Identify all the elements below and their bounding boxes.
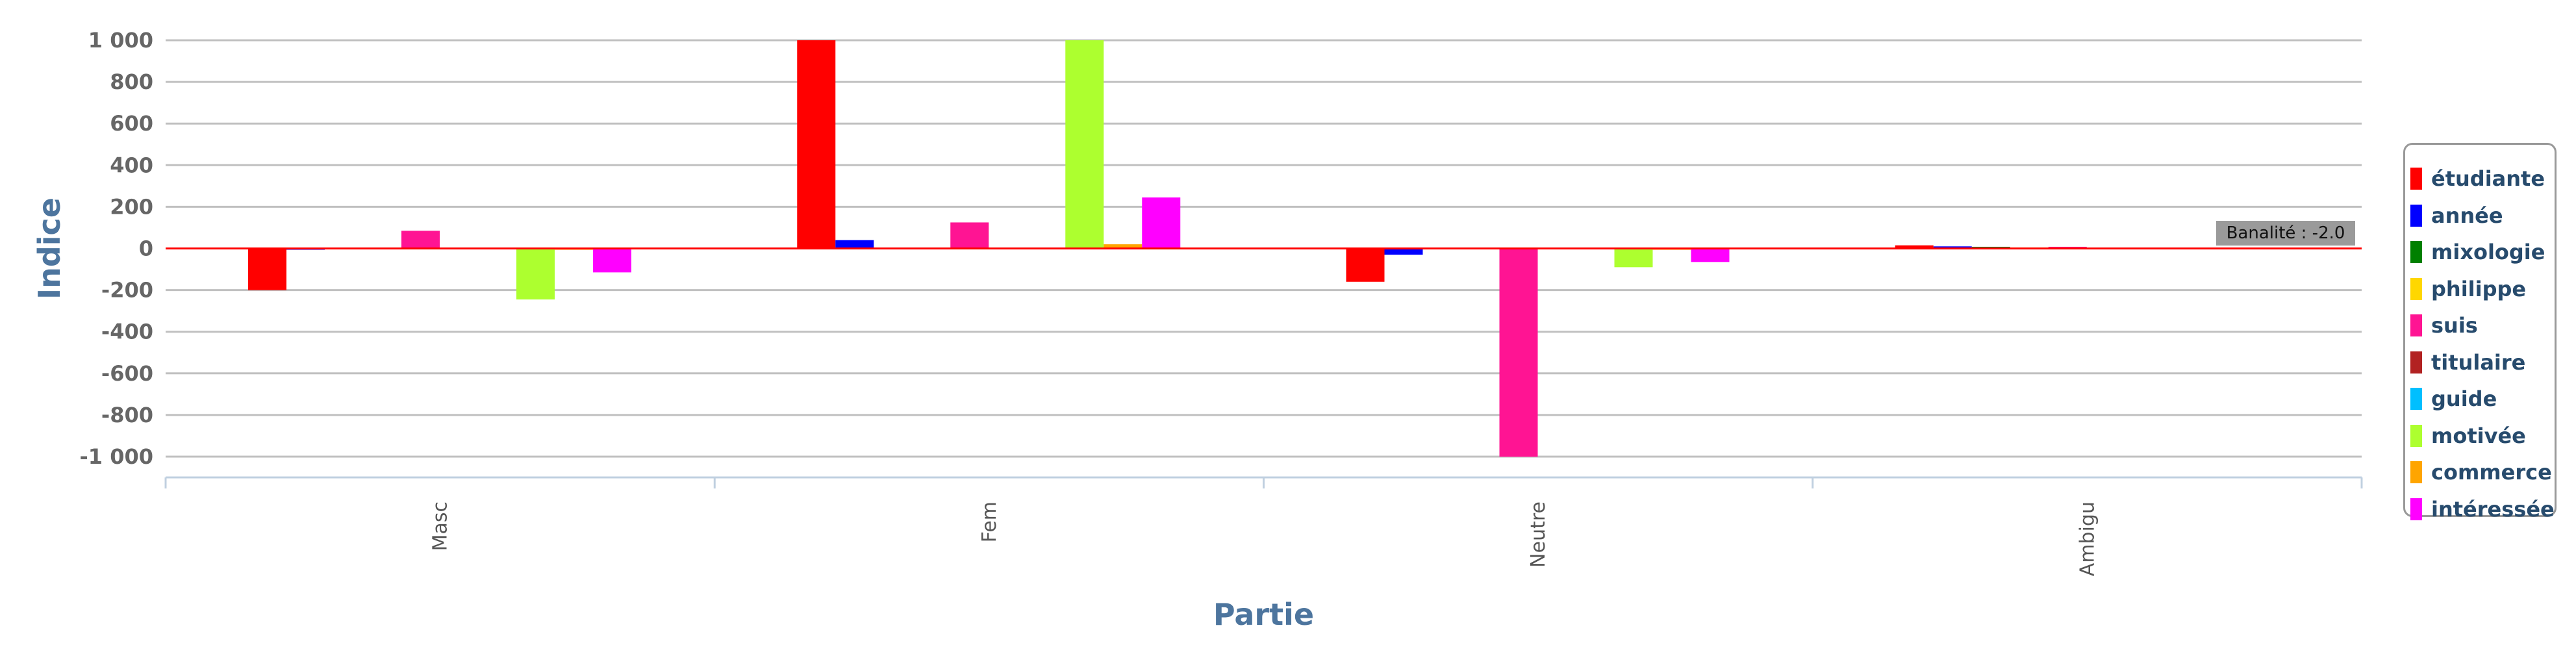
legend-swatch — [2410, 241, 2422, 263]
bar[interactable] — [1895, 245, 1934, 249]
legend-label: philippe — [2431, 276, 2527, 301]
legend-label: titulaire — [2431, 349, 2526, 375]
y-tick-label: 400 — [110, 153, 153, 177]
x-tick-label: Ambigu — [2076, 501, 2099, 576]
bar[interactable] — [401, 231, 440, 249]
x-axis: Masc Fem Neutre Ambigu — [164, 476, 2363, 576]
x-tick-label: Masc — [429, 501, 452, 551]
y-axis-title: Indice — [32, 197, 67, 299]
y-tick-label: 1 000 — [88, 28, 153, 53]
legend: étudiante année mixologie philippe suis titul… — [2403, 143, 2557, 522]
bar[interactable] — [1142, 197, 1181, 249]
bar[interactable] — [1499, 248, 1538, 457]
y-tick-label: -600 — [101, 361, 153, 386]
bar[interactable] — [248, 248, 286, 290]
bar[interactable] — [1346, 248, 1385, 282]
legend-label: commerce — [2431, 460, 2552, 485]
legend-swatch — [2410, 168, 2422, 190]
legend-swatch — [2410, 498, 2422, 520]
legend-item[interactable]: titulaire — [2410, 349, 2525, 375]
bar[interactable] — [1384, 248, 1423, 255]
y-tick-label: -200 — [101, 278, 153, 303]
legend-label: motivée — [2431, 423, 2526, 448]
legend-label: année — [2431, 203, 2503, 228]
legend-swatch — [2410, 204, 2422, 227]
legend-item[interactable]: suis — [2410, 312, 2478, 338]
bar[interactable] — [1614, 248, 1653, 268]
bar[interactable] — [1933, 246, 1972, 249]
y-tick-label: 800 — [110, 70, 153, 94]
bars — [248, 40, 2279, 457]
legend-swatch — [2410, 351, 2422, 373]
x-axis-title: Partie — [1213, 597, 1314, 632]
legend-swatch — [2410, 314, 2422, 336]
bar[interactable] — [516, 248, 555, 300]
legend-swatch — [2410, 424, 2422, 447]
legend-item[interactable]: philippe — [2410, 276, 2526, 302]
legend-item[interactable]: étudiante — [2410, 166, 2545, 192]
bar[interactable] — [797, 40, 836, 249]
y-tick-label: 0 — [139, 236, 153, 261]
x-tick-label: Fem — [978, 501, 1001, 542]
legend-item[interactable]: commerce — [2410, 459, 2552, 485]
legend-label: mixologie — [2431, 240, 2545, 264]
legend-label: suis — [2431, 313, 2478, 338]
bar[interactable] — [1065, 40, 1104, 249]
legend-label: intéressée — [2431, 496, 2555, 522]
legend-label: guide — [2431, 386, 2497, 411]
bar[interactable] — [1104, 244, 1143, 249]
bar[interactable] — [1691, 248, 1730, 262]
y-tick-label: -400 — [101, 320, 153, 344]
x-tick-label: Neutre — [1527, 501, 1550, 568]
legend-swatch — [2410, 388, 2422, 410]
legend-item[interactable]: année — [2410, 203, 2503, 229]
y-axis-ticks: 1 000 800 600 400 200 0 -200 -400 -600 -800 -1 000 — [80, 28, 153, 469]
legend-item[interactable]: motivée — [2410, 423, 2526, 449]
legend-item[interactable]: guide — [2410, 386, 2497, 412]
legend-item[interactable]: mixologie — [2410, 239, 2545, 265]
y-tick-label: -1 000 — [80, 444, 153, 469]
legend-item[interactable]: intéressée — [2410, 496, 2555, 522]
legend-label: étudiante — [2431, 166, 2545, 191]
legend-swatch — [2410, 277, 2422, 300]
y-tick-label: 200 — [110, 194, 153, 219]
legend-swatch — [2410, 461, 2422, 483]
bar[interactable] — [950, 222, 989, 249]
bar[interactable] — [835, 240, 874, 249]
y-tick-label: -800 — [101, 403, 153, 427]
tooltip: Banalité : -2.0 — [2216, 221, 2355, 246]
y-tick-label: 600 — [110, 111, 153, 136]
bar[interactable] — [593, 248, 631, 273]
